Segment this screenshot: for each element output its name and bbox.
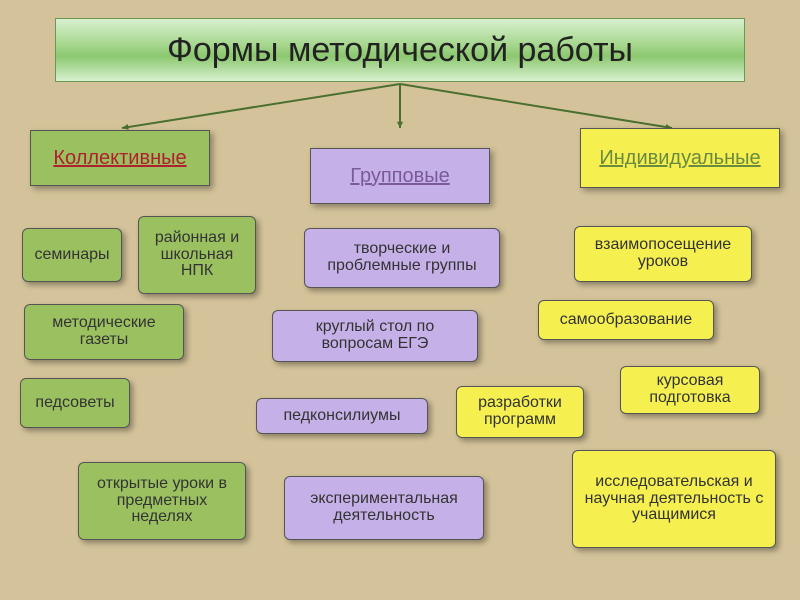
split-arrows (55, 82, 745, 130)
node-npk: районная и школьная НПК (138, 216, 256, 294)
node-label: семинары (35, 247, 110, 264)
node-roundtable: круглый стол по вопросам ЕГЭ (272, 310, 478, 362)
node-label: экспериментальная деятельность (291, 491, 477, 525)
node-selfedu: самообразование (538, 300, 714, 340)
node-seminars: семинары (22, 228, 122, 282)
node-label: педконсилиумы (284, 408, 401, 425)
node-experiment: экспериментальная деятельность (284, 476, 484, 540)
node-newspapers: методические газеты (24, 304, 184, 360)
node-label: районная и школьная НПК (145, 230, 249, 280)
node-label: творческие и проблемные группы (311, 241, 493, 275)
node-label: открытые уроки в предметных неделях (85, 476, 239, 526)
node-pedsovet: педсоветы (20, 378, 130, 428)
category-label: Индивидуальные (599, 148, 760, 169)
node-pedkonsilium: педконсилиумы (256, 398, 428, 434)
node-research: исследовательская и научная деятельность… (572, 450, 776, 548)
node-label: курсовая подготовка (627, 373, 753, 407)
node-label: педсоветы (35, 395, 114, 412)
title-box: Формы методической работы (55, 18, 745, 82)
node-label: исследовательская и научная деятельность… (579, 474, 769, 524)
node-coursework: курсовая подготовка (620, 366, 760, 414)
category-collective: Коллективные (30, 130, 210, 186)
title-text: Формы методической работы (167, 31, 633, 70)
node-label: разработки программ (463, 395, 577, 429)
node-label: методические газеты (31, 315, 177, 349)
category-label: Коллективные (53, 148, 186, 169)
category-individual: Индивидуальные (580, 128, 780, 188)
node-creative: творческие и проблемные группы (304, 228, 500, 288)
node-label: взаимопосещение уроков (581, 237, 745, 271)
category-group: Групповые (310, 148, 490, 204)
node-label: круглый стол по вопросам ЕГЭ (279, 319, 471, 353)
node-interattend: взаимопосещение уроков (574, 226, 752, 282)
category-label: Групповые (350, 166, 450, 187)
node-programdev: разработки программ (456, 386, 584, 438)
node-label: самообразование (560, 312, 692, 329)
node-openlessons: открытые уроки в предметных неделях (78, 462, 246, 540)
